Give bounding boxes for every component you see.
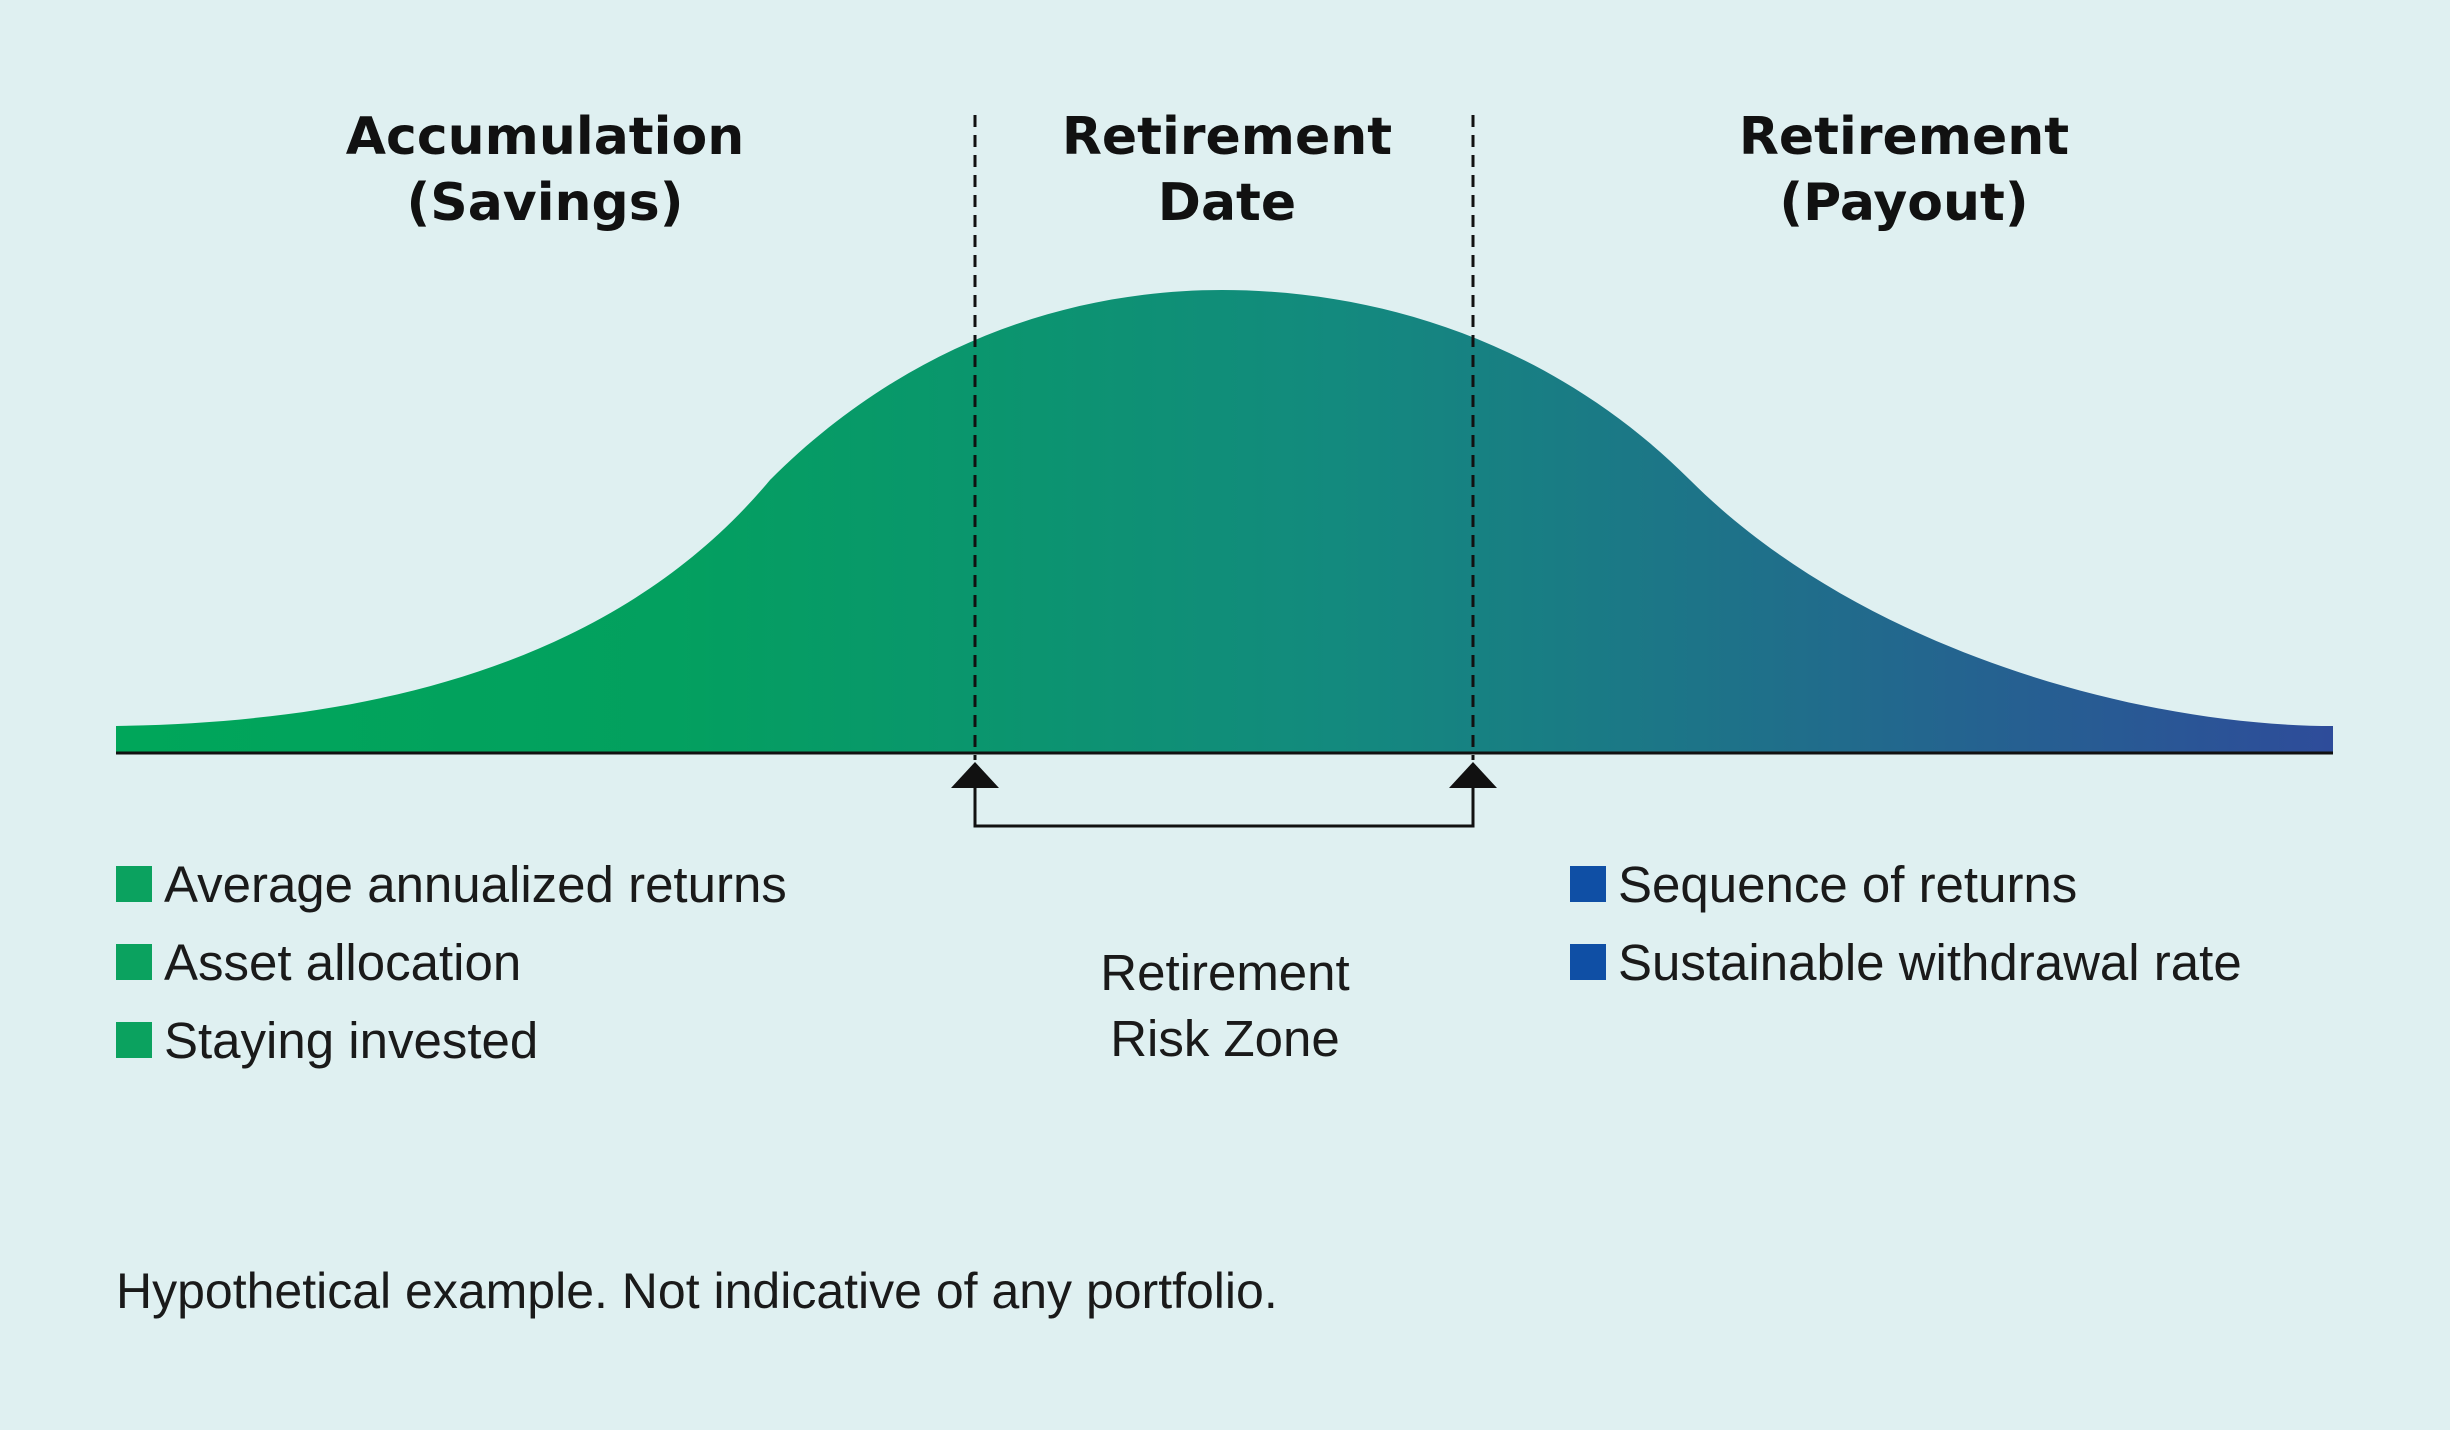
risk-zone-label-line: Retirement xyxy=(1100,944,1350,1001)
legend-item-label: Asset allocation xyxy=(164,933,522,991)
phase-title-line: Accumulation xyxy=(345,107,745,167)
footnote: Hypothetical example. Not indicative of … xyxy=(116,1263,1278,1319)
phase-title-retirement-date: Retirement Date xyxy=(927,104,1527,236)
phase-title-payout: Retirement (Payout) xyxy=(1604,104,2204,236)
phase-title-accumulation: Accumulation (Savings) xyxy=(245,104,845,236)
legend-item-label: Average annualized returns xyxy=(164,855,787,913)
green-square-icon xyxy=(116,1022,152,1058)
phase-title-line: Date xyxy=(1157,173,1297,233)
risk-zone-left-arrow-icon xyxy=(951,762,999,788)
phase-title-line: Retirement xyxy=(1738,107,2070,167)
accumulation-factors-legend: Average annualized returns Asset allocat… xyxy=(116,845,787,1079)
risk-zone-label-line: Risk Zone xyxy=(1110,1010,1340,1067)
payout-factors-legend: Sequence of returns Sustainable withdraw… xyxy=(1570,845,2242,1001)
legend-item: Staying invested xyxy=(116,1001,787,1079)
phase-title-line: (Savings) xyxy=(406,173,684,233)
legend-item: Sequence of returns xyxy=(1570,845,2242,923)
legend-item: Sustainable withdrawal rate xyxy=(1570,923,2242,1001)
bell-curve-area xyxy=(116,290,2333,752)
risk-zone-bracket xyxy=(951,762,1497,828)
legend-item-label: Sequence of returns xyxy=(1618,855,2078,913)
blue-square-icon xyxy=(1570,866,1606,902)
risk-zone-right-arrow-icon xyxy=(1449,762,1497,788)
blue-square-icon xyxy=(1570,944,1606,980)
green-square-icon xyxy=(116,944,152,980)
legend-item-label: Staying invested xyxy=(164,1011,539,1069)
phase-title-line: Retirement xyxy=(1061,107,1393,167)
phase-title-line: (Payout) xyxy=(1779,173,2029,233)
legend-item: Asset allocation xyxy=(116,923,787,1001)
legend-item: Average annualized returns xyxy=(116,845,787,923)
green-square-icon xyxy=(116,866,152,902)
risk-zone-label: Retirement Risk Zone xyxy=(975,940,1475,1072)
legend-item-label: Sustainable withdrawal rate xyxy=(1618,933,2242,991)
